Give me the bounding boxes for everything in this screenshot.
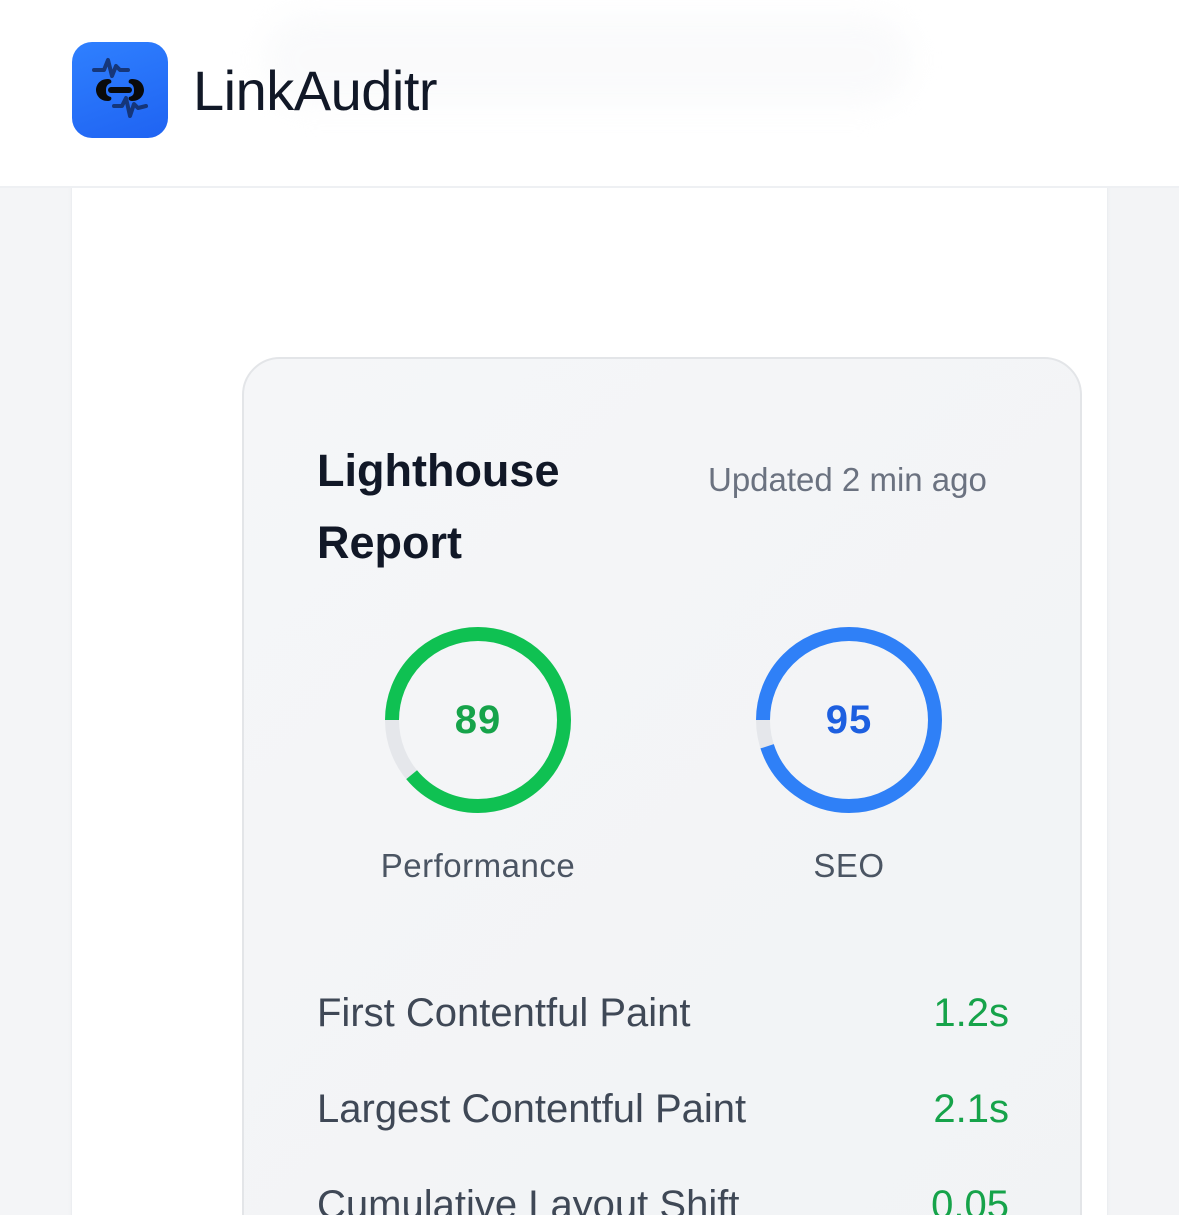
- metric-row-cls: Cumulative Layout Shift 0.05: [317, 1157, 1009, 1215]
- performance-ring-graphic: [385, 627, 571, 813]
- app-logo[interactable]: [72, 42, 168, 138]
- performance-gauge: 89 Performance: [368, 626, 588, 886]
- metric-row-fcp: First Contentful Paint 1.2s: [317, 965, 1009, 1061]
- performance-label: Performance: [380, 847, 576, 884]
- metric-label: Largest Contentful Paint: [317, 1086, 747, 1131]
- metric-value: 0.05: [931, 1182, 1009, 1215]
- metric-label: First Contentful Paint: [317, 990, 691, 1035]
- seo-ring: 95: [755, 626, 943, 814]
- app-name: LinkAuditr: [193, 59, 438, 122]
- metric-value: 1.2s: [933, 990, 1009, 1035]
- metric-value: 2.1s: [933, 1086, 1009, 1131]
- content-card: Lighthouse Report Updated 2 min ago 89 P…: [72, 120, 1107, 1215]
- app-header: LinkAuditr: [0, 0, 1179, 188]
- seo-score: 95: [825, 697, 873, 742]
- lighthouse-report-card: Lighthouse Report Updated 2 min ago 89 P…: [242, 357, 1082, 1215]
- metrics-list: First Contentful Paint 1.2s Largest Cont…: [317, 965, 1009, 1215]
- header-backdrop: [262, 14, 912, 106]
- report-title: Lighthouse Report: [317, 445, 560, 568]
- metric-row-lcp: Largest Contentful Paint 2.1s: [317, 1061, 1009, 1157]
- metric-label: Cumulative Layout Shift: [317, 1182, 740, 1215]
- seo-label: SEO: [813, 847, 885, 884]
- link-pulse-icon: [92, 58, 148, 118]
- performance-score: 89: [454, 697, 502, 742]
- last-updated-text: Updated 2 min ago: [708, 461, 987, 498]
- performance-ring: 89: [384, 626, 572, 814]
- seo-ring-graphic: [756, 627, 942, 813]
- seo-gauge: 95 SEO: [739, 626, 959, 886]
